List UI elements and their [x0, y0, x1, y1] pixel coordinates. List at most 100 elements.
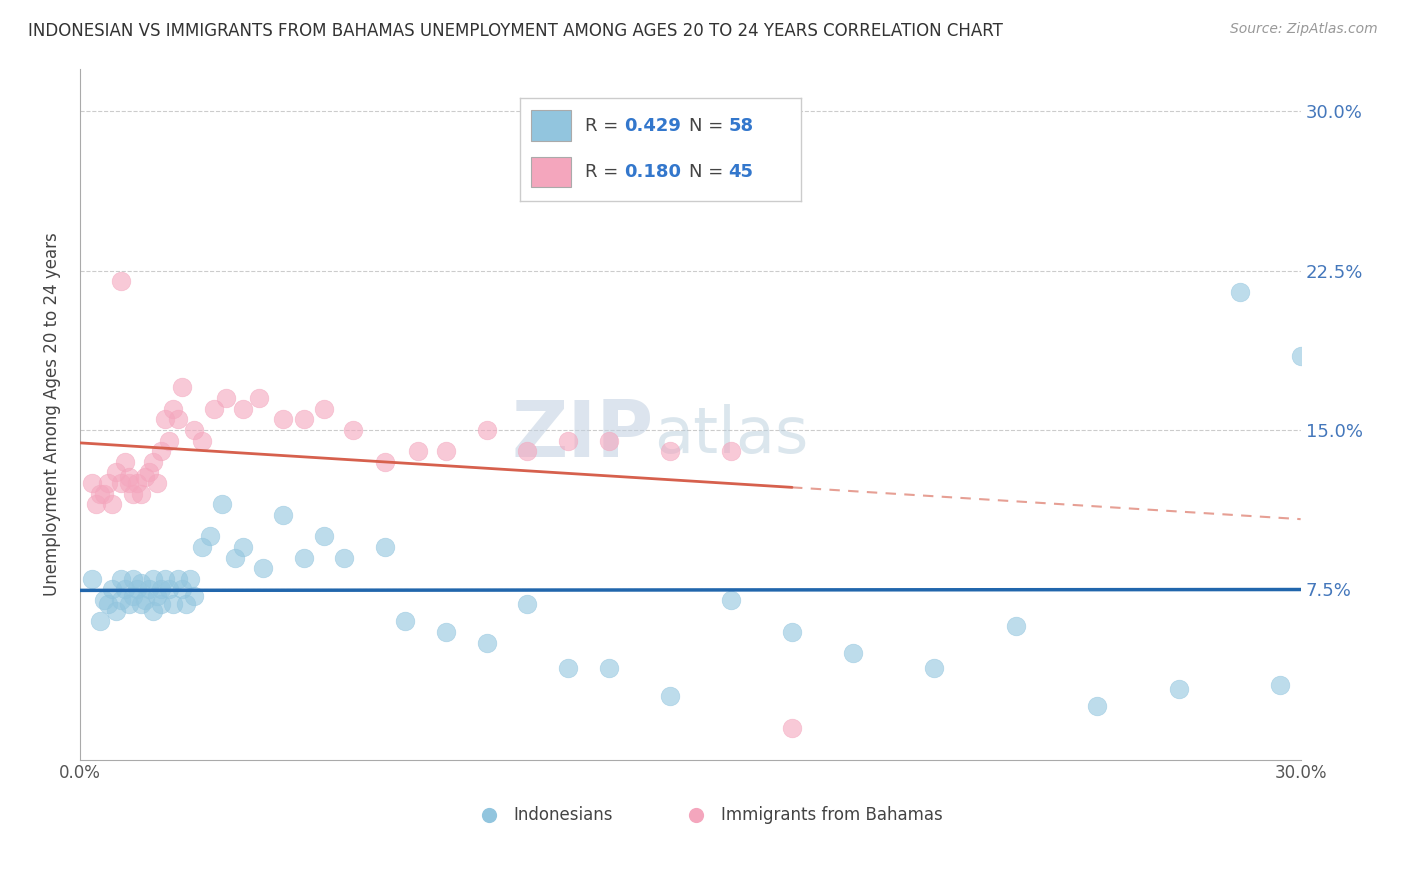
Point — [155, 412, 177, 426]
Point — [598, 661, 620, 675]
Point — [1167, 682, 1189, 697]
Point — [191, 434, 214, 448]
Point — [155, 572, 177, 586]
Point — [101, 582, 124, 597]
Point — [146, 589, 169, 603]
Point — [97, 597, 120, 611]
Point — [114, 455, 136, 469]
Point — [84, 497, 107, 511]
Point — [80, 476, 103, 491]
Point — [110, 274, 132, 288]
Point — [129, 576, 152, 591]
Point — [129, 597, 152, 611]
Point — [842, 646, 865, 660]
Text: 0.180: 0.180 — [624, 163, 682, 181]
Point — [157, 434, 180, 448]
Point — [170, 380, 193, 394]
Text: ZIP: ZIP — [512, 397, 654, 473]
Point — [198, 529, 221, 543]
Point — [202, 401, 225, 416]
Point — [89, 615, 111, 629]
Point — [80, 572, 103, 586]
Point — [1289, 349, 1312, 363]
Text: Source: ZipAtlas.com: Source: ZipAtlas.com — [1230, 22, 1378, 37]
Text: atlas: atlas — [654, 404, 808, 466]
Point — [150, 582, 173, 597]
Point — [312, 401, 335, 416]
Point — [110, 476, 132, 491]
Text: N =: N = — [689, 117, 728, 135]
Point — [252, 561, 274, 575]
Point — [97, 476, 120, 491]
Text: INDONESIAN VS IMMIGRANTS FROM BAHAMAS UNEMPLOYMENT AMONG AGES 20 TO 24 YEARS COR: INDONESIAN VS IMMIGRANTS FROM BAHAMAS UN… — [28, 22, 1002, 40]
Point — [166, 412, 188, 426]
Text: R =: R = — [585, 163, 624, 181]
Point — [110, 593, 132, 607]
Point — [146, 476, 169, 491]
Point — [118, 597, 141, 611]
Point — [150, 444, 173, 458]
Point — [162, 597, 184, 611]
Point — [93, 487, 115, 501]
Point — [215, 391, 238, 405]
Point — [1004, 618, 1026, 632]
Point — [138, 466, 160, 480]
Point — [516, 597, 538, 611]
Point — [166, 572, 188, 586]
Point — [247, 391, 270, 405]
Point — [312, 529, 335, 543]
Point — [475, 635, 498, 649]
Text: 45: 45 — [728, 163, 754, 181]
Point — [475, 423, 498, 437]
Point — [129, 487, 152, 501]
Point — [162, 401, 184, 416]
Point — [333, 550, 356, 565]
Point — [374, 455, 396, 469]
Point — [93, 593, 115, 607]
Point — [720, 593, 742, 607]
Point — [191, 540, 214, 554]
Point — [157, 582, 180, 597]
Point — [516, 444, 538, 458]
Point — [142, 455, 165, 469]
Point — [924, 661, 946, 675]
Point — [211, 497, 233, 511]
Point — [232, 401, 254, 416]
Point — [406, 444, 429, 458]
Point — [179, 572, 201, 586]
Point — [110, 572, 132, 586]
Point — [134, 593, 156, 607]
Point — [273, 412, 295, 426]
Text: 0.429: 0.429 — [624, 117, 681, 135]
Point — [598, 434, 620, 448]
Text: 58: 58 — [728, 117, 754, 135]
Point — [89, 487, 111, 501]
Text: R =: R = — [585, 117, 624, 135]
Point — [273, 508, 295, 522]
Point — [720, 444, 742, 458]
Point — [183, 423, 205, 437]
Point — [101, 497, 124, 511]
Point — [105, 604, 128, 618]
Point — [224, 550, 246, 565]
Point — [138, 582, 160, 597]
Point — [150, 597, 173, 611]
Point — [142, 604, 165, 618]
Point — [292, 412, 315, 426]
Point — [174, 597, 197, 611]
Point — [780, 721, 803, 735]
Point — [105, 466, 128, 480]
Point — [121, 589, 143, 603]
FancyBboxPatch shape — [531, 157, 571, 187]
Point — [780, 624, 803, 639]
Point — [125, 582, 148, 597]
Point — [374, 540, 396, 554]
Point — [1085, 699, 1108, 714]
Point — [342, 423, 364, 437]
Point — [142, 572, 165, 586]
Point — [118, 476, 141, 491]
Y-axis label: Unemployment Among Ages 20 to 24 years: Unemployment Among Ages 20 to 24 years — [44, 232, 60, 596]
Point — [121, 487, 143, 501]
Point — [1229, 285, 1251, 299]
Text: Indonesians: Indonesians — [513, 805, 613, 824]
